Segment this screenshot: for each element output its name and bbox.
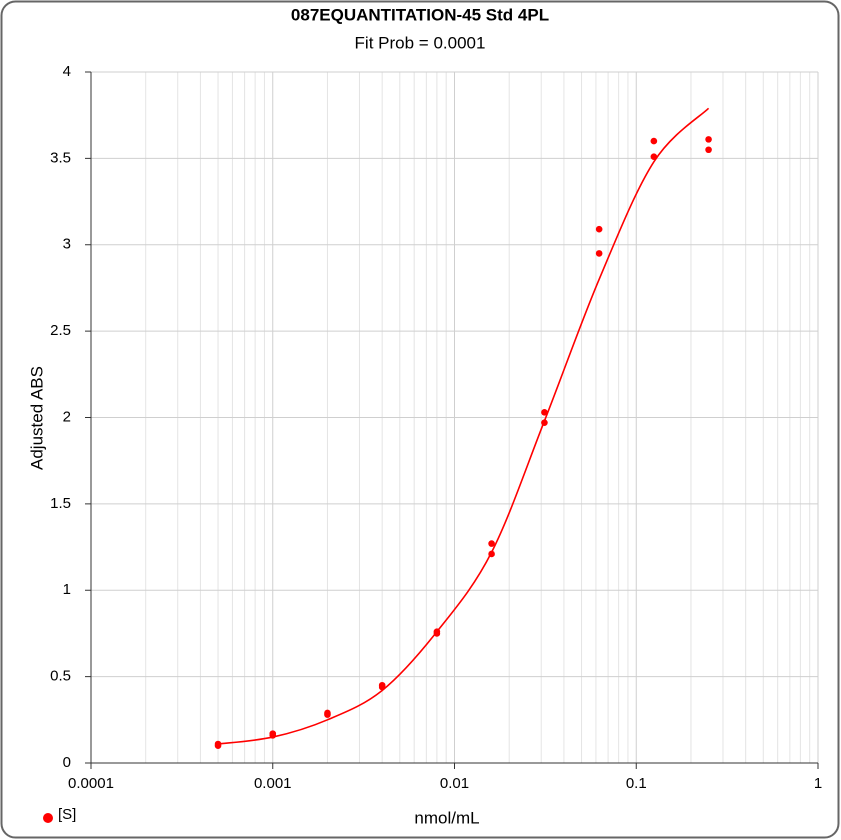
y-tick-label: 4 — [63, 63, 71, 80]
data-point — [650, 153, 658, 160]
data-point — [214, 740, 222, 748]
data-point — [541, 419, 548, 426]
data-point — [269, 730, 277, 737]
chart-title: 087EQUANTITATION-45 Std 4PL — [291, 5, 549, 24]
x-tick-label: 0.001 — [254, 775, 292, 792]
data-point — [433, 628, 441, 636]
y-tick-label: 3.5 — [50, 149, 71, 166]
data-point — [541, 409, 548, 416]
y-tick-label: 0 — [63, 754, 71, 771]
data-point — [488, 540, 495, 547]
chart-subtitle: Fit Prob = 0.0001 — [355, 33, 486, 52]
y-tick-label: 2 — [63, 408, 71, 425]
y-tick-label: 3 — [63, 236, 71, 253]
data-point — [595, 250, 603, 257]
x-tick-label: 1 — [814, 775, 822, 792]
legend-marker — [43, 813, 53, 823]
y-tick-label: 2.5 — [50, 322, 71, 339]
data-point — [705, 136, 712, 143]
x-tick-label: 0.0001 — [68, 775, 114, 792]
plot — [214, 107, 712, 750]
x-tick-label: 0.01 — [440, 775, 469, 792]
data-point — [378, 683, 386, 691]
x-tick-label: 0.1 — [626, 775, 647, 792]
data-point — [650, 137, 658, 145]
data-point — [488, 550, 495, 558]
y-tick-label: 0.5 — [50, 668, 71, 685]
y-tick-label: 1 — [63, 581, 71, 598]
grid — [85, 71, 819, 769]
x-axis-label: nmol/mL — [414, 808, 479, 827]
y-axis-label: Adjusted ABS — [27, 366, 46, 470]
data-point — [705, 146, 712, 154]
data-point — [324, 711, 331, 718]
data-point — [595, 225, 603, 233]
y-tick-label: 1.5 — [50, 495, 71, 512]
legend-label: [S] — [58, 806, 76, 823]
